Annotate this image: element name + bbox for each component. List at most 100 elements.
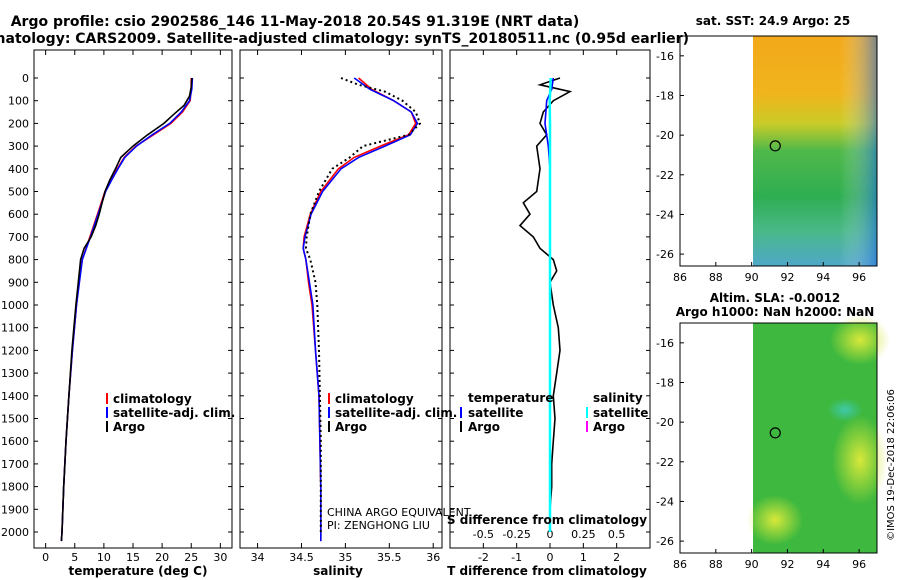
x-tick-label: 20: [155, 551, 169, 564]
salinity-legend: climatology satellite-adj. clim. Argo: [328, 392, 457, 434]
sla-map-title: Altim. SLA: -0.0012: [710, 291, 841, 305]
depth-tick-label: 300: [8, 140, 29, 153]
series-satellite-adj-clim-: [302, 77, 419, 542]
annotation-line1: CHINA ARGO EQUIVALENT: [327, 506, 471, 519]
series-t-argo: [518, 77, 573, 532]
legend-label-climatology: climatology: [113, 392, 192, 406]
sst-map: [679, 35, 878, 267]
legend-label-s-satellite: satellite: [593, 406, 648, 420]
map-y-tick-label: -20: [656, 416, 674, 429]
legend-label-argo: Argo: [335, 420, 367, 434]
depth-tick-label: 1500: [1, 413, 29, 426]
depth-tick-label: 1100: [1, 322, 29, 335]
series-satellite-adj-clim-: [60, 77, 194, 542]
x-tick-label: 2: [613, 551, 620, 564]
x-tick-label: 34: [251, 551, 265, 564]
map-y-tick-label: -22: [656, 169, 674, 182]
sst-field-overlay: [753, 36, 877, 266]
annotation-line2: PI: ZENGHONG LIU: [327, 519, 430, 532]
x-tick-label: 30: [213, 551, 227, 564]
depth-tick-label: 1300: [1, 367, 29, 380]
series-argo: [304, 77, 422, 532]
sla-map-title2: Argo h1000: NaN h2000: NaN: [676, 305, 875, 319]
depth-tick-label: 1800: [1, 481, 29, 494]
x-tick-label: 0: [42, 551, 49, 564]
x-tick-label: 5: [71, 551, 78, 564]
depth-tick-label: 800: [8, 254, 29, 267]
x-tick-label: 15: [126, 551, 140, 564]
map-x-tick-label: 90: [745, 271, 759, 284]
argo-position-marker: [769, 140, 781, 152]
sla-map-frame: [679, 322, 878, 554]
map-y-tick-label: -24: [656, 208, 674, 221]
x-tick-label: 10: [97, 551, 111, 564]
legend-title-temperature: temperature: [468, 391, 553, 405]
map-x-tick-label: 96: [852, 271, 866, 284]
difference-plot: -2 -1 0 1 2 -0.5 -0.25 0 0.25 0.5: [450, 50, 650, 564]
legend-title-salinity: salinity: [593, 391, 643, 405]
legend-label-argo: Argo: [113, 420, 145, 434]
depth-tick-label: 1200: [1, 344, 29, 357]
depth-axis-labels: 0 100 200 300 400 500 600 700 800 900 1000 1100 1200…: [1, 72, 29, 539]
x-tick-label: 25: [184, 551, 198, 564]
depth-tick-label: 600: [8, 208, 29, 221]
legend-label-t-argo: Argo: [468, 420, 500, 434]
map-x-tick-label: 94: [816, 558, 830, 571]
s-tick-label: 0.5: [608, 528, 626, 541]
map-y-tick-label: -24: [656, 495, 674, 508]
profile-plots: 0 5 10 15 20 25 30 34 34.5 35 35.5 36 -2 -1 0 1 2 -0.5 -0.…: [34, 50, 650, 564]
depth-tick-label: 1000: [1, 299, 29, 312]
temperature-legend: climatology satellite-adj. clim. Argo: [106, 392, 235, 434]
map-x-tick-label: 86: [673, 271, 687, 284]
sla-feature: [830, 315, 890, 365]
x-tick-label: 36: [426, 551, 440, 564]
map-y-tick-label: -26: [656, 535, 674, 548]
sla-map: [679, 315, 890, 554]
difference-xlabel: T difference from climatology: [447, 564, 647, 578]
argo-position-marker: [769, 427, 781, 439]
x-tick-label: -1: [511, 551, 522, 564]
map-y-tick-label: -18: [656, 376, 674, 389]
map-x-tick-label: 94: [816, 271, 830, 284]
x-tick-label: 34.5: [289, 551, 314, 564]
map-y-tick-label: -16: [656, 50, 674, 63]
s-tick-label: -0.5: [473, 528, 494, 541]
sla-feature: [827, 398, 863, 422]
legend-label-t-satellite: satellite: [468, 406, 523, 420]
imos-credit: ©IMOS 19-Dec-2018 22:06:06: [886, 389, 897, 541]
legend-label-s-argo: Argo: [593, 420, 625, 434]
map-y-tick-label: -20: [656, 129, 674, 142]
depth-tick-label: 400: [8, 163, 29, 176]
depth-tick-label: 1400: [1, 390, 29, 403]
depth-tick-label: 100: [8, 95, 29, 108]
map-x-tick-label: 88: [709, 558, 723, 571]
depth-tick-label: 900: [8, 276, 29, 289]
salinity-plot: 34 34.5 35 35.5 36: [240, 50, 442, 564]
temperature-xlabel: temperature (deg C): [69, 564, 208, 578]
depth-tick-label: 2000: [1, 526, 29, 539]
depth-tick-label: 1700: [1, 458, 29, 471]
legend-label-climatology: climatology: [335, 392, 414, 406]
map-y-tick-label: -26: [656, 248, 674, 261]
temperature-plot: 0 5 10 15 20 25 30: [34, 50, 232, 564]
header-line2: Climatology: CARS2009. Satellite-adjuste…: [0, 31, 689, 47]
x-tick-label: 35.5: [377, 551, 402, 564]
map-axes: 86 88 90 92 94 96 -16 -18 -20 -22 -24 -26 86 88 90 92 94…: [656, 50, 866, 571]
map-x-tick-label: 96: [852, 558, 866, 571]
series-s-satellite: [548, 77, 552, 532]
salinity-difference-xlabel: S difference from climatology: [447, 513, 647, 527]
series-climatology: [60, 78, 192, 542]
map-x-tick-label: 92: [780, 271, 794, 284]
s-tick-label: 0.25: [571, 528, 596, 541]
sla-feature: [747, 495, 803, 545]
map-y-tick-label: -16: [656, 337, 674, 350]
s-tick-label: -0.25: [502, 528, 530, 541]
x-tick-label: 35: [338, 551, 352, 564]
salinity-panel-frame: [239, 49, 443, 549]
legend-label-satellite: satellite-adj. clim.: [113, 406, 235, 420]
depth-tick-label: 1600: [1, 435, 29, 448]
depth-tick-label: 200: [8, 117, 29, 130]
map-x-tick-label: 88: [709, 271, 723, 284]
x-tick-label: 1: [580, 551, 587, 564]
